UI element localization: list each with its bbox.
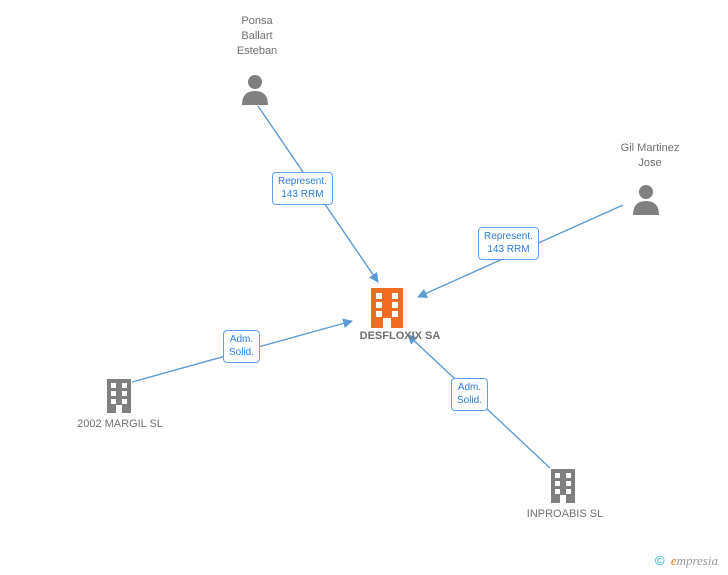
building-icon [551,469,575,503]
edge-label-margil: Adm. Solid. [223,330,260,363]
node-label-margil: 2002 MARGIL SL [70,417,170,432]
person-icon [242,75,268,105]
footer-branding: © empresia [655,553,718,569]
person-icon [633,185,659,215]
center-building-icon [371,288,403,328]
building-icon [107,379,131,413]
edge-label-inproabis: Adm. Solid. [451,378,488,411]
node-label-ponsa: Ponsa Ballart Esteban [227,14,287,59]
svg-layer [0,0,728,575]
edge-label-gil: Represent. 143 RRM [478,227,539,260]
edge-label-ponsa: Represent. 143 RRM [272,172,333,205]
center-label: DESFLOXIX SA [350,330,450,342]
diagram-canvas: Ponsa Ballart Esteban Gil Martinez Jose … [0,0,728,575]
node-label-gil: Gil Martinez Jose [610,141,690,171]
brand-rest: mpresia [677,553,718,568]
node-label-inproabis: INPROABIS SL [520,507,610,522]
copyright-symbol: © [655,553,665,568]
